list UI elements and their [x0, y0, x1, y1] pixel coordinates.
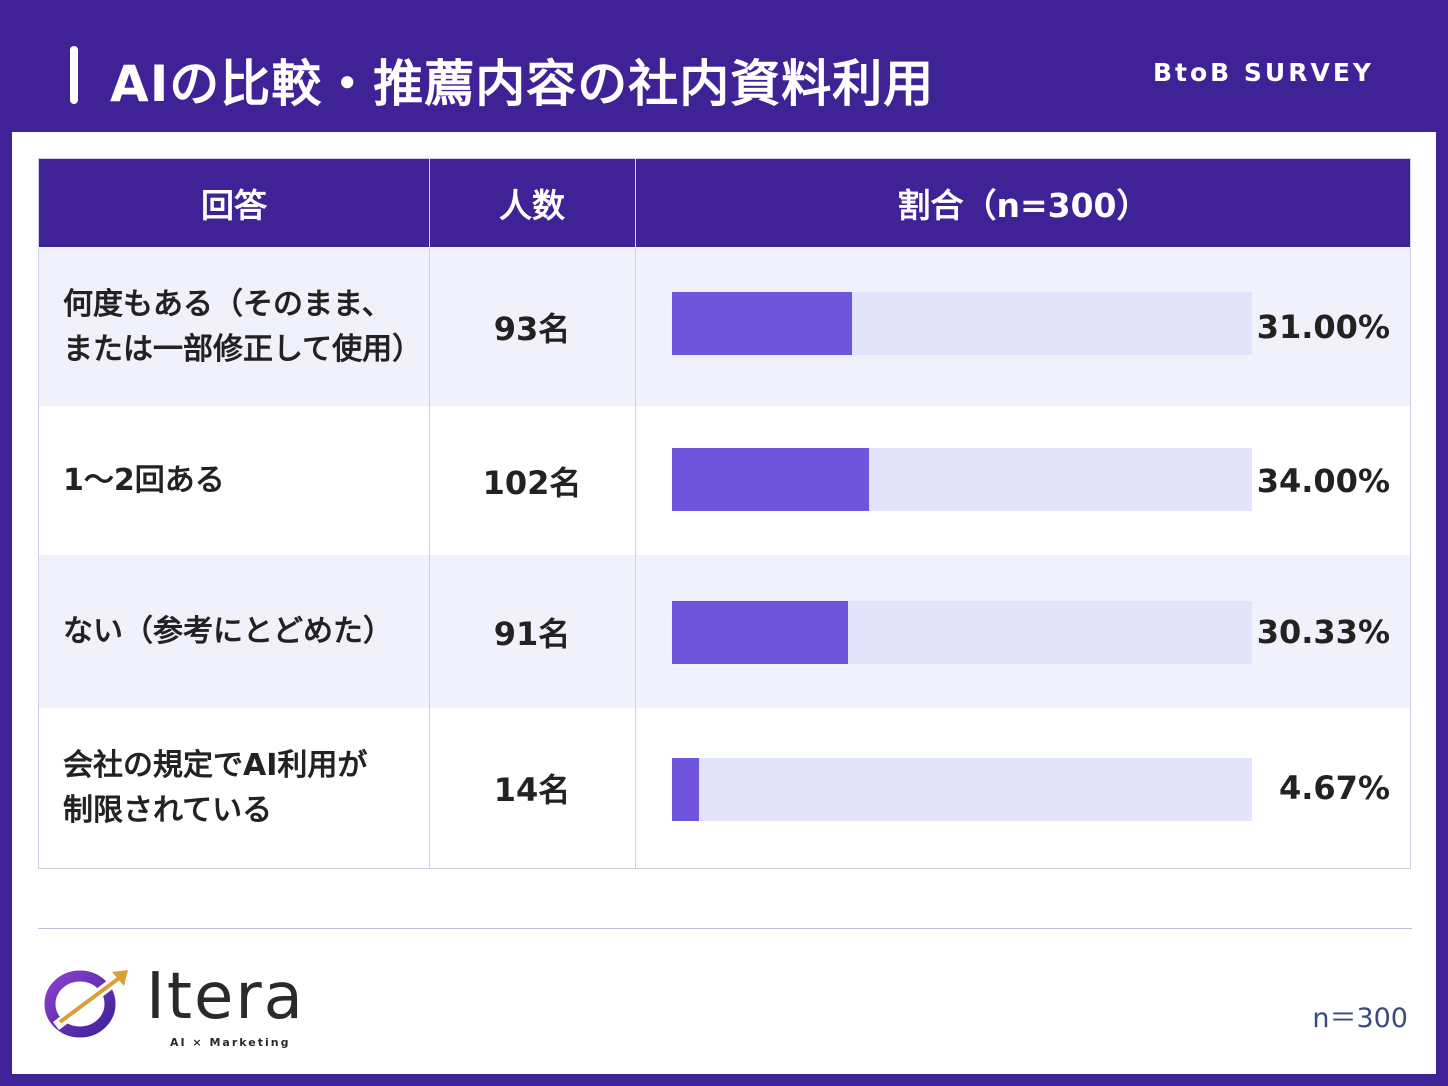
bar [672, 292, 852, 355]
logo-wordmark: Itera [146, 960, 305, 1034]
page-title: AIの比較・推薦内容の社内資料利用 [110, 55, 935, 113]
table-row: 1〜2回ある 102名 34.00% [39, 406, 1410, 555]
percent-label: 4.67% [1278, 769, 1390, 807]
bar-track [672, 448, 1252, 511]
logo-mark-icon [44, 970, 128, 1038]
title-accent-bar [70, 46, 78, 104]
header: AIの比較・推薦内容の社内資料利用 BtoB SURVEY [0, 0, 1448, 132]
table-header: 回答 人数 割合（n=300） [39, 159, 1410, 247]
bar-track [672, 601, 1252, 664]
table-row: ない（参考にとどめた） 91名 30.33% [39, 555, 1410, 708]
answer-label: 会社の規定でAI利用が 制限されている [63, 748, 368, 828]
percent-label: 34.00% [1256, 461, 1390, 500]
bar [672, 601, 848, 664]
percent-label: 30.33% [1256, 612, 1390, 651]
answer-label: ない（参考にとどめた） [63, 614, 393, 649]
count-value: 91名 [493, 614, 571, 653]
survey-tag: BtoB SURVEY [1152, 58, 1374, 87]
footer-divider [38, 928, 1412, 929]
itera-logo: Itera AI × Marketing [42, 960, 322, 1049]
column-divider [429, 159, 430, 868]
bar-track [672, 758, 1252, 821]
count-value: 102名 [482, 463, 582, 502]
survey-table: 回答 人数 割合（n=300） 何度もある（そのまま、 または一部修正して使用）… [38, 158, 1411, 869]
column-header-ratio: 割合（n=300） [897, 186, 1150, 225]
bar [672, 758, 700, 821]
answer-label: 何度もある（そのまま、 または一部修正して使用） [63, 286, 423, 367]
column-divider [635, 159, 636, 868]
bar-track [672, 292, 1252, 355]
percent-label: 31.00% [1256, 307, 1390, 346]
answer-label: 1〜2回ある [63, 463, 225, 498]
bottom-band [0, 1074, 1448, 1086]
sample-size-note: n＝300 [1312, 1003, 1408, 1034]
table-row: 会社の規定でAI利用が 制限されている 14名 4.67% [39, 708, 1410, 868]
content-card: 回答 人数 割合（n=300） 何度もある（そのまま、 または一部修正して使用）… [12, 132, 1436, 1074]
count-value: 14名 [493, 771, 571, 809]
count-value: 93名 [493, 309, 571, 348]
logo-tagline: AI × Marketing [170, 1036, 291, 1049]
column-header-answer: 回答 [201, 186, 267, 225]
bar [672, 448, 870, 511]
column-header-count: 人数 [499, 186, 565, 225]
table-row: 何度もある（そのまま、 または一部修正して使用） 93名 31.00% [39, 247, 1410, 406]
